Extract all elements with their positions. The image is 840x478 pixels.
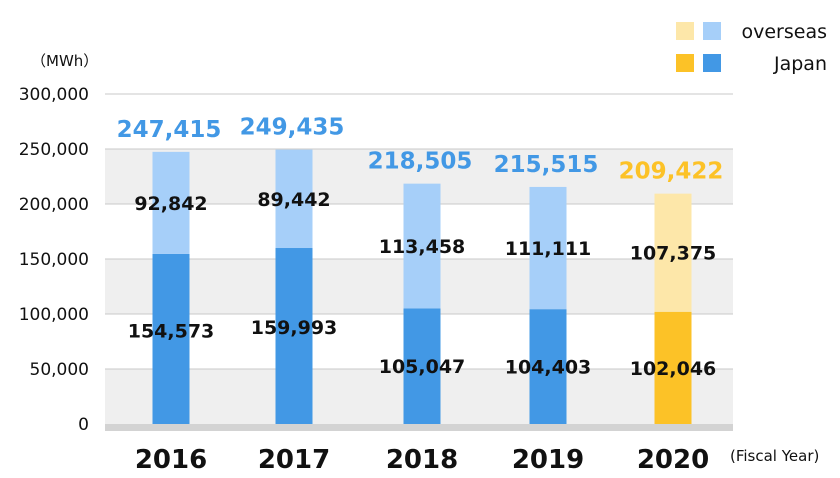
legend-swatch [703, 22, 721, 40]
y-tick-label: 50,000 [30, 360, 89, 380]
data-label-overseas: 89,442 [257, 189, 330, 211]
data-label-overseas: 113,458 [379, 236, 466, 258]
total-label: 215,515 [494, 152, 599, 178]
y-tick-label: 0 [78, 415, 89, 435]
legend-label: overseas [742, 21, 828, 43]
x-axis-label: (Fiscal Year) [730, 447, 819, 465]
data-label-japan: 102,046 [630, 358, 717, 380]
legend-swatch-highlight [676, 22, 694, 40]
y-tick-label: 100,000 [19, 305, 89, 325]
y-axis-label: （MWh） [31, 52, 98, 70]
legend-swatch [703, 54, 721, 72]
total-label: 247,415 [117, 117, 222, 143]
bar-japan-2018 [403, 308, 441, 424]
legend-swatch-highlight [676, 54, 694, 72]
data-label-overseas: 107,375 [630, 243, 717, 265]
bar-overseas-2017 [275, 149, 313, 249]
bar-overseas-2016 [152, 151, 190, 254]
data-label-japan: 105,047 [379, 356, 466, 378]
bar-japan-2017 [275, 248, 313, 424]
y-tick-label: 200,000 [19, 195, 89, 215]
legend-label: Japan [773, 53, 827, 75]
bar-japan-2016 [152, 253, 190, 424]
data-label-japan: 154,573 [128, 320, 215, 342]
x-tick-label: 2020 [637, 445, 709, 474]
y-tick-label: 150,000 [19, 250, 89, 270]
x-tick-label: 2016 [135, 445, 207, 474]
total-label: 249,435 [240, 115, 345, 141]
data-label-japan: 104,403 [505, 357, 592, 379]
x-tick-label: 2019 [512, 445, 584, 474]
y-tick-label: 250,000 [19, 140, 89, 160]
total-label: 209,422 [619, 159, 724, 185]
data-label-japan: 159,993 [251, 317, 338, 339]
bar-japan-2020 [654, 311, 692, 424]
bar-overseas-2018 [403, 183, 441, 309]
bar-overseas-2020 [654, 193, 692, 312]
bar-overseas-2019 [529, 186, 567, 310]
bar-japan-2019 [529, 309, 567, 424]
data-label-overseas: 111,111 [505, 238, 592, 260]
total-label: 218,505 [368, 149, 473, 175]
x-axis-baseline [105, 424, 733, 431]
x-tick-label: 2017 [258, 445, 330, 474]
x-tick-label: 2018 [386, 445, 458, 474]
y-tick-label: 300,000 [19, 85, 89, 105]
data-label-overseas: 92,842 [134, 193, 207, 215]
